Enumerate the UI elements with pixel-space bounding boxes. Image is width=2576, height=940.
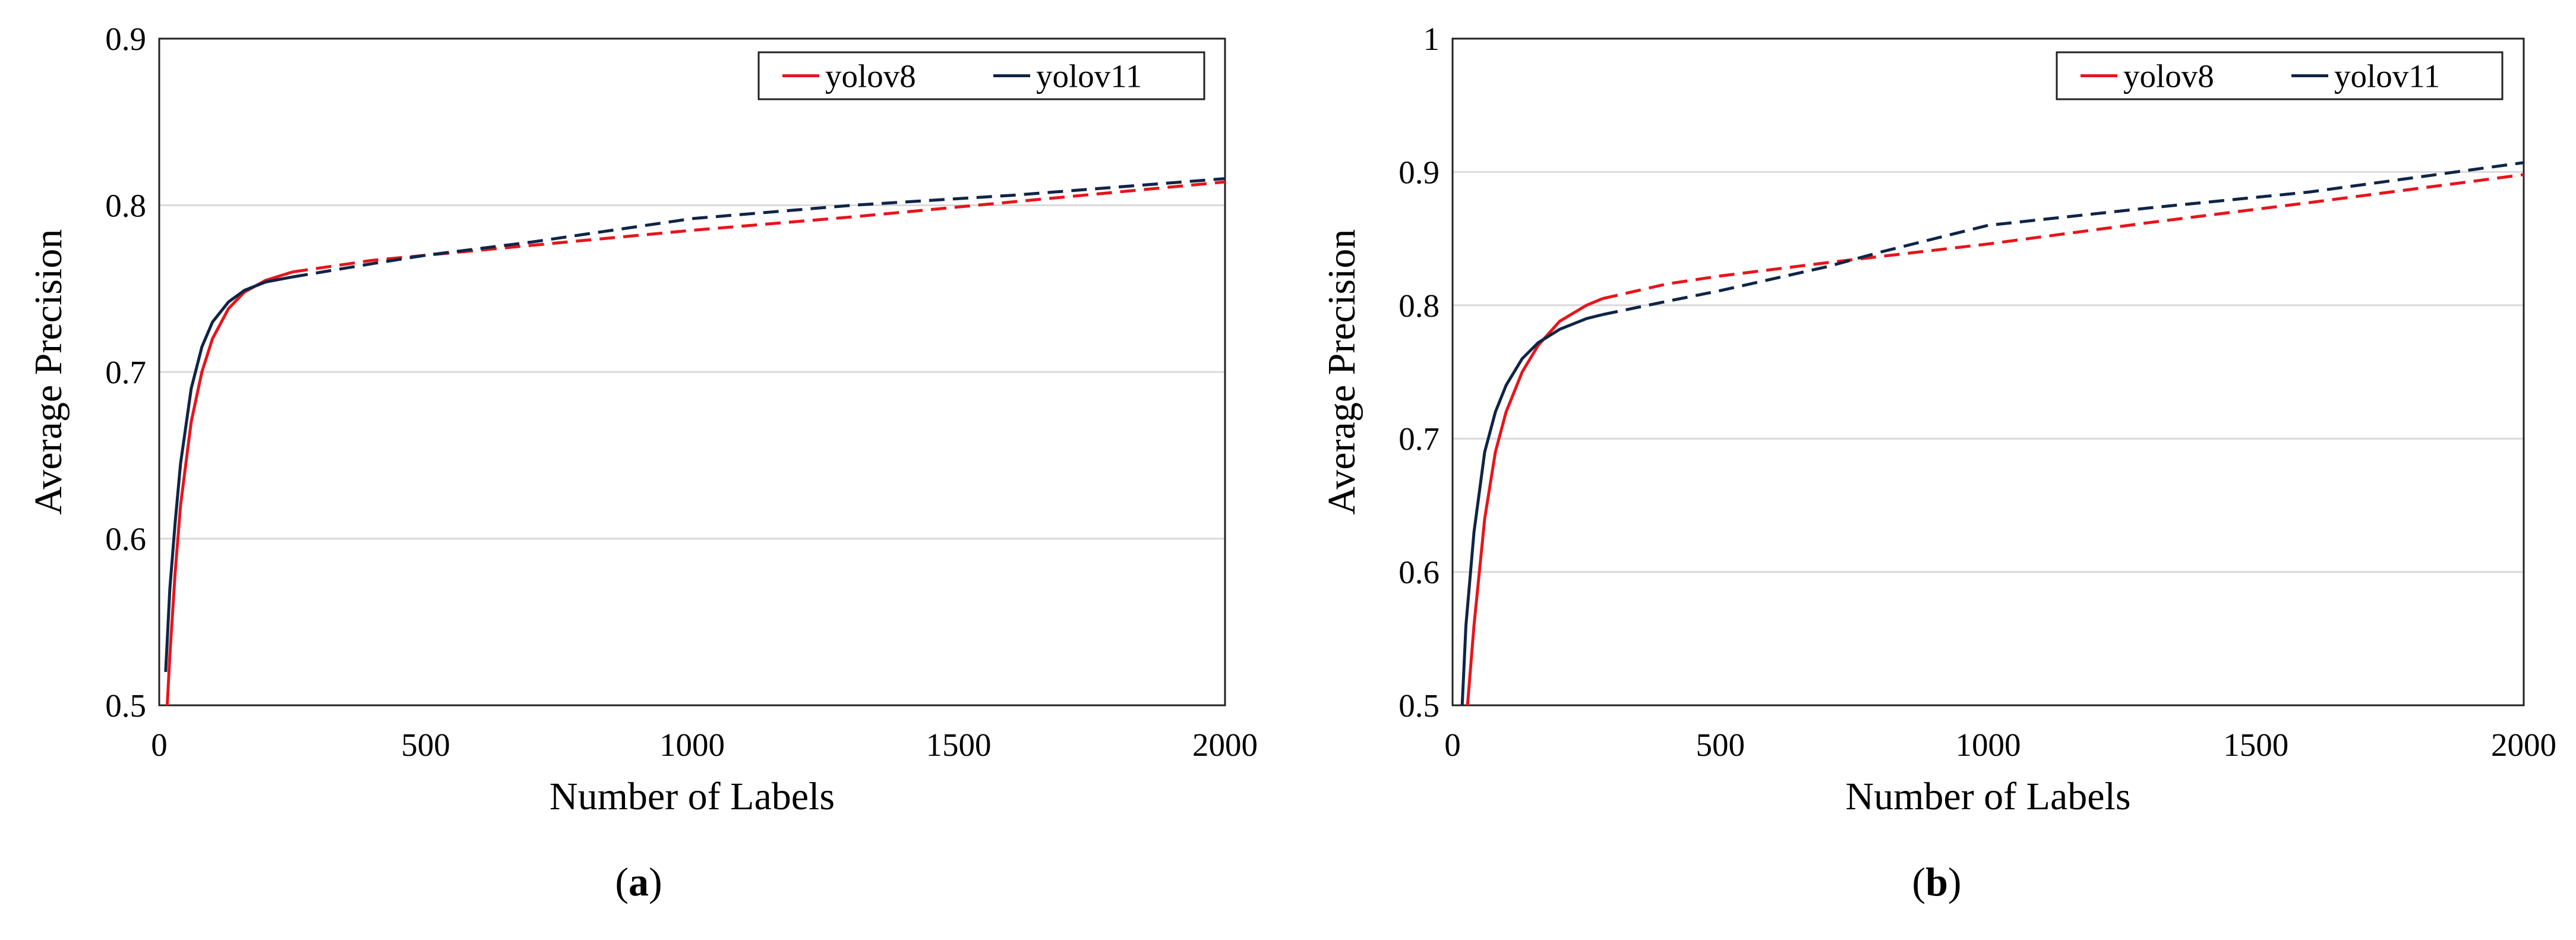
caption-b: (b) [1877,859,1996,906]
y-axis-label: Average Precision [1320,229,1363,515]
caption-b-close: ) [1947,859,1962,904]
series-yolov11-trend-solid [164,275,293,673]
x-tick-label: 500 [1696,727,1745,763]
legend: yolov8 yolov11 [2056,51,2504,100]
legend-label-yolov8: yolov8 [2123,58,2214,94]
legend-box [757,51,1205,100]
legend-label-yolov11: yolov11 [1036,58,1142,94]
caption-a-open: ( [615,859,629,904]
caption-b-open: ( [1912,859,1926,904]
y-tick-label: 0.9 [1399,154,1439,190]
x-tick-label: 2000 [1192,727,1258,763]
y-tick-label: 1 [1423,21,1440,57]
x-tick-label: 0 [1444,727,1461,763]
x-tick-label: 1500 [926,727,992,763]
chart-b: 0.5 0.6 0.7 0.8 0.9 1 0 500 1000 1500 2000 Number o… [1320,21,2556,818]
x-tick-label: 1000 [1956,727,2021,763]
y-tick-label: 0.6 [1399,554,1439,591]
x-tick-label: 2000 [2491,727,2556,763]
legend-box [2056,51,2504,100]
series-yolov11-trend-dashed [1602,161,2524,316]
chart-a: 0.5 0.6 0.7 0.8 0.9 0 500 1000 1500 2000 Number of… [27,21,1258,818]
y-tick-label: 0.6 [105,521,146,557]
series-yolov8-trend-dashed [1602,173,2524,301]
legend-label-yolov11: yolov11 [2334,58,2440,94]
caption-a: (a) [579,859,698,906]
y-tick-label: 0.8 [105,188,146,224]
y-tick-label: 0.5 [1399,687,1439,724]
x-axis-label: Number of Labels [550,775,835,818]
y-tick-label: 0.5 [105,687,146,724]
legend-label-yolov8: yolov8 [825,58,916,94]
y-axis-label: Average Precision [27,229,70,515]
series-yolov8-trend-solid [166,270,293,705]
y-tick-label: 0.8 [1399,288,1439,324]
x-tick-label: 1500 [2223,727,2288,763]
y-tick-label: 0.7 [105,354,146,390]
caption-a-letter: a [629,859,649,904]
x-tick-label: 500 [401,727,450,763]
x-tick-label: 0 [151,727,168,763]
plot-area-frame [158,37,1226,706]
x-axis-label: Number of Labels [1845,775,2130,818]
caption-b-letter: b [1925,859,1948,904]
series-yolov11-trend-dashed [292,177,1225,279]
series-yolov8-trend-dashed [292,180,1225,274]
series-yolov11-trend-solid [1460,313,1603,705]
caption-a-close: ) [649,859,662,904]
legend: yolov8 yolov11 [757,51,1205,100]
x-tick-label: 1000 [659,727,725,763]
plot-area-frame [1451,37,2525,706]
y-tick-label: 0.9 [105,21,146,57]
series-yolov8-trend-solid [1466,297,1603,705]
y-tick-label: 0.7 [1399,421,1439,457]
